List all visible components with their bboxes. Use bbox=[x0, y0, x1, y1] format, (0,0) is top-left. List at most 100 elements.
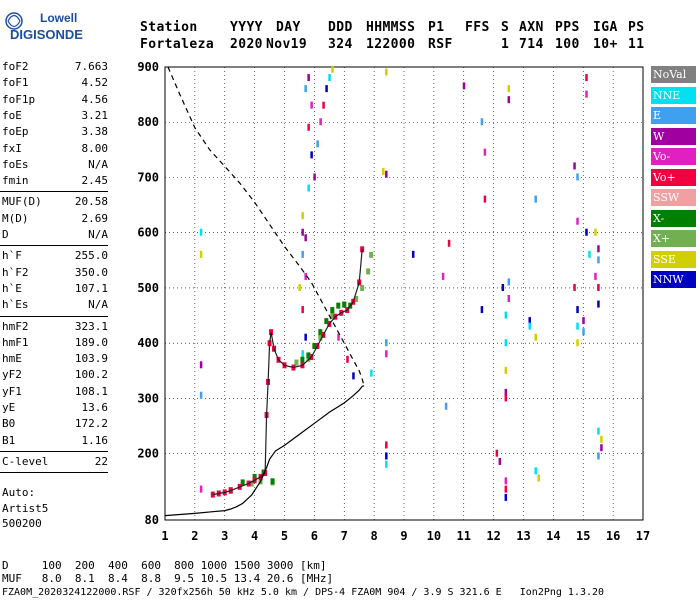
param-value: 108.1 bbox=[74, 384, 108, 398]
x-minus-echo bbox=[300, 356, 305, 363]
param-key: foF1 bbox=[2, 76, 29, 90]
x-plus-echo bbox=[330, 312, 335, 319]
x-tick-label: 1 bbox=[161, 529, 168, 543]
legend-item-e: E bbox=[651, 107, 696, 124]
x-tick-label: 8 bbox=[371, 529, 378, 543]
param-d: D N/A bbox=[2, 227, 108, 243]
param-key: hmE bbox=[2, 352, 22, 366]
param-key: yE bbox=[2, 401, 16, 414]
param-key: fxI bbox=[2, 141, 22, 155]
param-key: hmF1 bbox=[2, 335, 29, 349]
echo-point bbox=[199, 361, 203, 369]
param-key: yF2 bbox=[2, 368, 22, 382]
y-tick-label: 200 bbox=[137, 447, 159, 461]
header-value-7: 1 bbox=[501, 37, 510, 52]
param-key: h`Es bbox=[2, 298, 29, 312]
echo-point bbox=[597, 300, 600, 308]
header-label-6: FFS bbox=[465, 20, 490, 35]
echo-point bbox=[385, 170, 388, 178]
x-plus-echo bbox=[294, 359, 299, 366]
param-he: h`E 107.1 bbox=[2, 281, 108, 297]
plot-frame bbox=[164, 66, 644, 521]
echo-point bbox=[504, 339, 508, 347]
param-separator bbox=[0, 245, 108, 247]
echo-point bbox=[385, 68, 388, 76]
echo-point bbox=[576, 306, 579, 314]
echo-point bbox=[576, 217, 579, 225]
echo-point bbox=[528, 317, 531, 325]
echo-point bbox=[504, 477, 508, 485]
param-key: C-level bbox=[2, 454, 49, 468]
param-separator bbox=[0, 191, 108, 193]
x-minus-echo bbox=[336, 302, 341, 309]
x-plus-echo bbox=[306, 355, 311, 362]
echo-point bbox=[304, 272, 307, 280]
param-value: 1.16 bbox=[81, 433, 109, 447]
echo-point bbox=[298, 283, 301, 291]
echo-point bbox=[504, 388, 508, 396]
y-tick-label: 500 bbox=[137, 281, 159, 295]
param-key: foE bbox=[2, 108, 22, 122]
header-label-3: DDD bbox=[328, 20, 353, 35]
param-value: 4.56 bbox=[81, 92, 109, 106]
echo-point bbox=[573, 283, 576, 291]
param-key: B1 bbox=[2, 433, 16, 447]
echo-point bbox=[444, 402, 448, 410]
echo-point bbox=[370, 369, 373, 377]
header-value-2: Nov19 bbox=[266, 37, 308, 52]
header-label-2: DAY bbox=[276, 20, 301, 35]
param-mufd: MUF(D) 20.58 bbox=[2, 194, 108, 210]
echo-point bbox=[504, 311, 508, 319]
param-key: foF2 bbox=[2, 60, 29, 73]
y-tick-label: 700 bbox=[137, 170, 159, 184]
x-tick-label: 6 bbox=[311, 529, 318, 543]
param-ye: yE 13.6 bbox=[2, 400, 108, 416]
echo-point bbox=[495, 449, 499, 457]
param-foes: foEs N/A bbox=[2, 157, 108, 173]
y-tick-label: 600 bbox=[137, 226, 159, 240]
header-value-9: 100 bbox=[555, 37, 580, 52]
legend-item-w: W bbox=[651, 127, 696, 145]
echo-point bbox=[331, 65, 334, 73]
param-separator bbox=[0, 472, 108, 474]
legend-item-noval: NoVal bbox=[651, 66, 696, 83]
param-value: 3.38 bbox=[81, 125, 109, 139]
header-value-8: 714 bbox=[519, 37, 544, 52]
param-b1: B1 1.16 bbox=[2, 433, 108, 449]
echo-point bbox=[352, 372, 355, 380]
x-plus-echo bbox=[318, 334, 323, 341]
echo-point bbox=[504, 493, 508, 501]
echo-point bbox=[480, 118, 484, 126]
echo-point bbox=[480, 306, 484, 314]
echo-point bbox=[576, 322, 579, 330]
footer-distance-row: D 100 200 400 600 800 1000 1500 3000 [km… bbox=[2, 559, 327, 572]
param-hme: hmE 103.9 bbox=[2, 351, 108, 367]
echo-point bbox=[582, 317, 585, 325]
echo-point bbox=[462, 82, 466, 90]
echo-point bbox=[385, 460, 388, 468]
x-plus-echo bbox=[360, 284, 365, 291]
param-value: N/A bbox=[88, 157, 108, 171]
x-minus-echo bbox=[318, 329, 323, 336]
echo-point bbox=[534, 195, 537, 203]
footer-muf-row: MUF 8.0 8.1 8.4 8.8 9.5 10.5 13.4 20.6 [… bbox=[2, 572, 334, 585]
x-plus-echo bbox=[354, 296, 359, 303]
echo-point bbox=[483, 195, 487, 203]
echo-point bbox=[328, 74, 331, 82]
param-value: 100.2 bbox=[74, 368, 108, 382]
x-tick-label: 16 bbox=[606, 529, 620, 543]
echo-point bbox=[385, 452, 388, 460]
echo-point bbox=[301, 212, 304, 220]
param-value: N/A bbox=[88, 228, 108, 241]
echo-point bbox=[507, 295, 511, 303]
echo-point bbox=[504, 366, 508, 374]
header-value-0: Fortaleza bbox=[140, 37, 215, 52]
echo-point bbox=[504, 485, 508, 493]
footer-file-info: FZA0M_2020324122000.RSF / 320fx256h 50 k… bbox=[2, 587, 605, 598]
param-hf2: h`F2 350.0 bbox=[2, 265, 108, 281]
echo-point bbox=[585, 228, 588, 236]
x-tick-label: 17 bbox=[636, 529, 650, 543]
echo-point bbox=[588, 250, 591, 258]
x-tick-label: 7 bbox=[341, 529, 348, 543]
x-minus-echo bbox=[252, 473, 257, 480]
